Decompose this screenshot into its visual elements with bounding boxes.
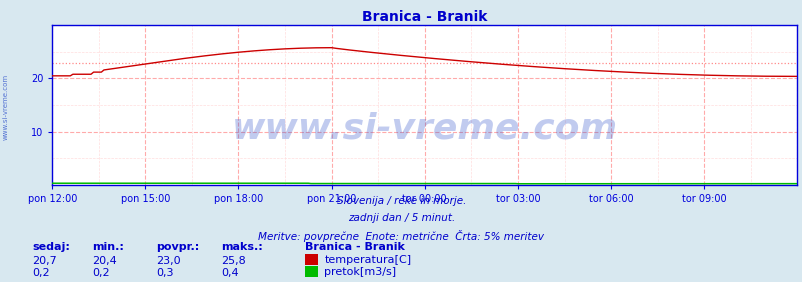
- Text: min.:: min.:: [92, 242, 124, 252]
- Text: 0,2: 0,2: [32, 268, 50, 278]
- Title: Branica - Branik: Branica - Branik: [362, 10, 487, 24]
- Text: povpr.:: povpr.:: [156, 242, 200, 252]
- Text: Branica - Branik: Branica - Branik: [305, 242, 404, 252]
- Text: temperatura[C]: temperatura[C]: [324, 255, 411, 265]
- Text: zadnji dan / 5 minut.: zadnji dan / 5 minut.: [347, 213, 455, 223]
- Text: maks.:: maks.:: [221, 242, 262, 252]
- Text: sedaj:: sedaj:: [32, 242, 70, 252]
- Text: 23,0: 23,0: [156, 256, 181, 266]
- Text: pretok[m3/s]: pretok[m3/s]: [324, 267, 396, 277]
- Text: 25,8: 25,8: [221, 256, 245, 266]
- Text: Meritve: povprečne  Enote: metrične  Črta: 5% meritev: Meritve: povprečne Enote: metrične Črta:…: [258, 230, 544, 242]
- Text: www.si-vreme.com: www.si-vreme.com: [2, 74, 8, 140]
- Text: Slovenija / reke in morje.: Slovenija / reke in morje.: [336, 196, 466, 206]
- Text: 20,4: 20,4: [92, 256, 117, 266]
- Text: www.si-vreme.com: www.si-vreme.com: [232, 112, 617, 146]
- Text: 20,7: 20,7: [32, 256, 57, 266]
- Text: 0,2: 0,2: [92, 268, 110, 278]
- Text: 0,4: 0,4: [221, 268, 238, 278]
- Text: 0,3: 0,3: [156, 268, 174, 278]
